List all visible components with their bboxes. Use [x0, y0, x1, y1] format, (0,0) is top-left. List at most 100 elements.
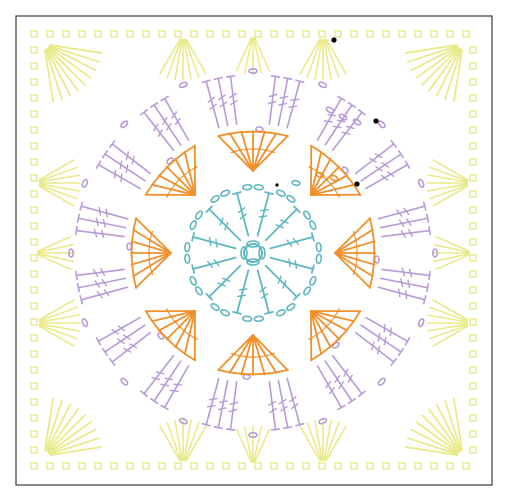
stitch-top-bar [270, 428, 281, 431]
stitch-crossbar [171, 111, 178, 119]
edge-chain [46, 462, 54, 470]
stitch-crossbar [401, 267, 406, 277]
fan-stem [432, 299, 469, 321]
treble-stitch [268, 381, 277, 431]
treble-stitch [217, 379, 229, 429]
shell-stitch [130, 217, 172, 289]
stitch-top-bar [213, 76, 223, 81]
fan-stem [44, 48, 63, 101]
stitch-crossbar [269, 407, 278, 414]
stitch-crossbar [239, 213, 247, 220]
edge-chain [469, 302, 477, 310]
treble-stitch [354, 143, 395, 175]
stitch-crossbar [381, 161, 389, 168]
chain-stitch [253, 315, 265, 322]
treble-stitch [377, 286, 426, 301]
stitch-crossbar [375, 165, 383, 172]
chain-stitch [325, 106, 335, 114]
round-1-teal [184, 184, 322, 322]
stitch-crossbar [206, 404, 216, 408]
fan-stem [39, 314, 81, 323]
stitch-crossbar [96, 291, 103, 299]
edge-chain [30, 270, 38, 278]
shell-stem [310, 310, 356, 323]
edge-chain [462, 30, 470, 38]
shell-stem [334, 252, 376, 266]
stitch-top-bar [397, 149, 405, 159]
stitch-crossbar [280, 219, 289, 224]
stitch-top-bar [347, 101, 357, 109]
shell-stem [150, 183, 196, 196]
fan-stem [426, 323, 468, 332]
edge-chain [469, 126, 477, 134]
fan-stem [49, 44, 103, 54]
stitch-crossbar [125, 151, 130, 161]
stitch-top-bar [213, 425, 223, 430]
stitch-crossbar [92, 269, 99, 278]
fan-stem [235, 428, 253, 464]
fan-stem [253, 426, 263, 463]
stitch-crossbar [229, 99, 238, 106]
shell-stem [252, 135, 289, 172]
chain-stitch [194, 210, 203, 220]
ring-circle [243, 243, 263, 263]
fan-stem [183, 419, 192, 461]
fan-stem [325, 38, 347, 75]
edge-chain [350, 462, 358, 470]
stitch-top-bar [347, 397, 357, 405]
stitch-top-bar [404, 160, 411, 169]
fan-stem [314, 39, 323, 81]
stitch-crossbar [217, 407, 227, 411]
shell-stem [240, 130, 254, 172]
stitch-crossbar [103, 289, 110, 297]
fan-stem [159, 425, 181, 462]
stitch-crossbar [398, 219, 405, 228]
fan-stem [421, 414, 460, 453]
stitch-top-bar [75, 225, 78, 236]
treble-stitch [236, 192, 250, 237]
chain-stitch [220, 189, 231, 197]
edge-chain [158, 30, 166, 38]
chain-stitch [315, 253, 322, 265]
treble-stitch [111, 331, 152, 363]
chain-stitch [318, 417, 328, 425]
edge-chain [270, 30, 278, 38]
stitch-crossbar [289, 396, 297, 403]
chain-stitch [431, 248, 438, 258]
fan-stem [404, 446, 458, 456]
fan-stem [306, 38, 322, 79]
stitch-crossbar [334, 375, 341, 383]
round-end-markers [275, 37, 379, 187]
stitch-top-bar [101, 149, 109, 159]
shell-stem [240, 334, 254, 376]
stitch-top-bar [232, 310, 242, 315]
treble-stitch [77, 217, 127, 229]
edge-chain [469, 206, 477, 214]
stitch-top-bar [140, 390, 148, 397]
stitch-crossbar [177, 324, 182, 329]
stitch-crossbar [151, 376, 161, 381]
stitch-crossbar [291, 403, 299, 410]
stitch-crossbar [219, 217, 224, 226]
fan-stem [159, 38, 181, 75]
edge-chain [30, 254, 38, 262]
stitch-crossbar [389, 327, 393, 337]
stitch-top-bar [191, 232, 196, 242]
ring-chain [246, 240, 260, 248]
stitch-crossbar [192, 166, 198, 170]
fan-stem [444, 399, 463, 452]
stitch-crossbar [278, 398, 287, 405]
stitch-crossbar [377, 332, 381, 342]
fan-stem [428, 184, 469, 200]
stitch-crossbar [354, 262, 357, 269]
edge-chain [469, 334, 477, 342]
treble-stitch [379, 277, 429, 289]
edge-chain [78, 30, 86, 38]
edge-chain [469, 94, 477, 102]
fan-stem [44, 397, 54, 451]
stitch-top-bar [201, 422, 211, 427]
treble-stitch [269, 236, 314, 250]
corner-fan [404, 397, 463, 456]
treble-stitch [365, 163, 409, 190]
treble-stitch [97, 316, 141, 343]
